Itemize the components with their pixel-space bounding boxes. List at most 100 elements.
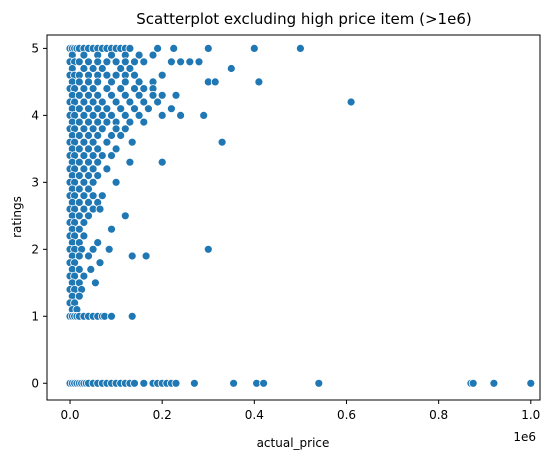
data-point [125,97,135,107]
data-point [346,97,356,107]
data-point [107,224,116,234]
data-point [111,70,121,80]
data-point [97,124,107,134]
data-point [130,70,139,80]
data-point [171,90,181,100]
data-point [203,244,213,254]
data-point [199,111,209,120]
data-point [102,137,112,147]
data-point [79,84,89,93]
data-point [88,191,98,201]
data-point [157,157,167,167]
data-point [130,57,139,67]
data-point [102,70,112,80]
data-point [84,131,93,140]
y-tick-label: 2 [31,242,39,256]
data-point [84,117,93,127]
data-point [157,111,167,120]
data-point [176,111,186,120]
data-point [88,244,98,254]
data-point [295,44,305,53]
data-point [134,111,144,120]
x-offset-label: 1e6 [513,430,536,444]
data-point [171,378,181,388]
data-point [74,184,84,194]
data-point [93,104,103,114]
data-point [79,231,89,241]
y-tick-label: 4 [31,108,39,122]
data-point [107,131,116,140]
data-point [102,57,112,67]
data-point [166,57,176,67]
data-point [107,151,116,161]
data-point [210,77,220,87]
data-point [97,111,107,120]
data-point [127,311,137,321]
data-point [95,258,105,268]
y-tick-label: 1 [31,309,39,323]
data-point [74,117,84,127]
data-point [74,57,84,67]
data-point [84,144,93,154]
data-point [84,90,93,100]
x-axis: 0.0 0.2 0.4 0.6 0.8 1.0 [60,400,540,422]
data-point [189,378,199,388]
data-point [74,264,84,274]
data-point [93,171,103,181]
data-point [120,211,130,221]
data-point [120,57,130,67]
data-point [116,84,126,93]
data-point [88,164,98,174]
data-point [107,111,116,120]
x-tick-label: 0.0 [60,408,79,422]
data-point [111,177,121,187]
data-point [127,251,137,261]
data-point [84,251,93,261]
data-point [93,77,103,87]
data-point [97,64,107,73]
data-point [185,57,195,67]
data-point [139,378,149,388]
data-point [84,197,93,207]
data-point [74,157,84,167]
x-tick-label: 0.8 [429,408,448,422]
data-point [526,378,536,388]
data-point [116,131,126,140]
data-point [102,117,112,127]
data-point [79,64,89,73]
data-point [111,124,121,134]
data-point [134,50,144,60]
data-point [139,117,149,127]
data-point [141,251,151,261]
x-tick-label: 0.2 [153,408,172,422]
data-point [74,144,84,154]
data-point [97,151,107,161]
data-point [107,50,116,60]
data-point [84,211,93,221]
chart-title: Scatterplot excluding high price item (>… [136,10,471,28]
data-point [79,111,89,120]
data-point [79,97,89,107]
data-point [88,111,98,120]
data-point [74,224,84,234]
data-point [102,104,112,114]
data-point [120,90,130,100]
data-point [125,64,135,73]
data-point [111,57,121,67]
data-point [74,291,84,301]
data-point [84,104,93,114]
data-point [169,44,179,53]
data-point [125,44,135,53]
data-point [120,124,130,134]
y-tick-label: 0 [31,376,39,390]
data-point [74,104,84,114]
data-point [176,57,186,67]
y-tick-label: 3 [31,175,39,189]
data-point [489,378,499,388]
data-point [84,57,93,67]
data-point [111,97,121,107]
data-point [217,137,227,147]
data-point [254,77,264,87]
data-point [139,97,149,107]
